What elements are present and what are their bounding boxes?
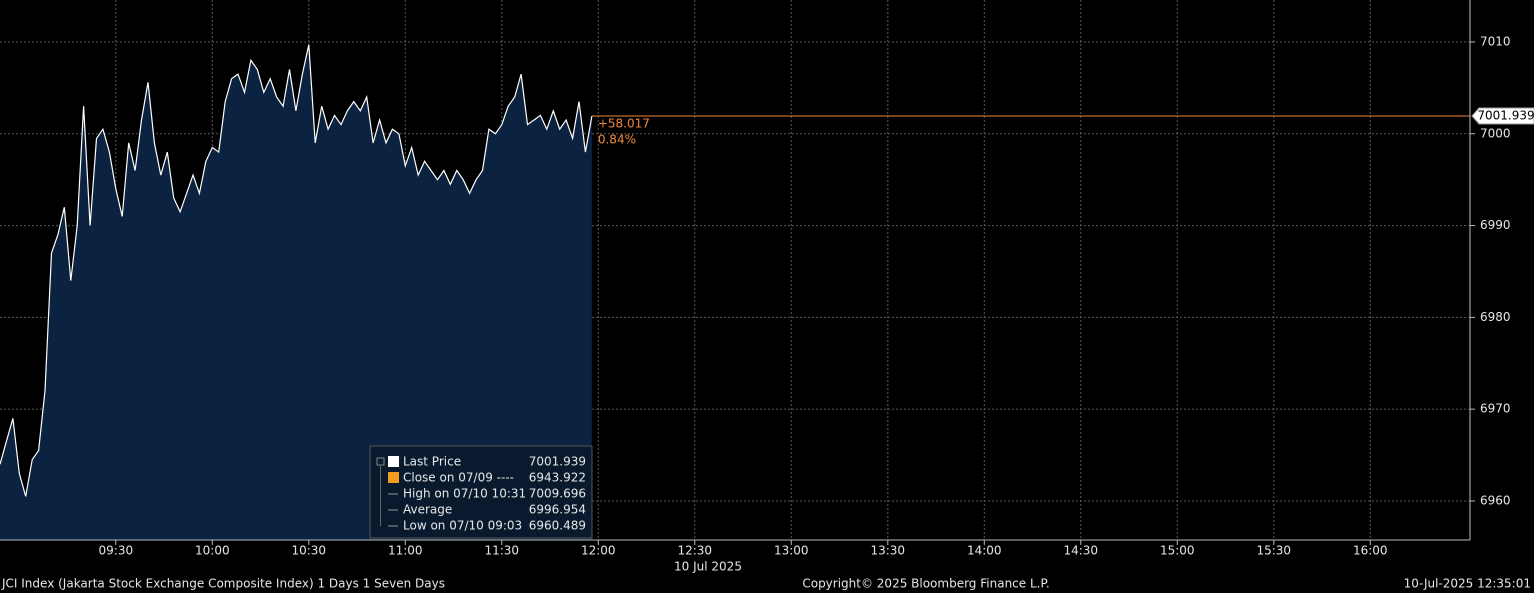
last-price-tag	[1471, 107, 1534, 125]
y-tick-label: 6970	[1480, 402, 1511, 416]
legend-label: Average	[403, 503, 452, 517]
line	[0, 44, 593, 497]
x-tick-label: 10:30	[291, 544, 326, 558]
legend-value: 7001.939	[529, 455, 586, 469]
x-tick-label: 11:30	[484, 544, 519, 558]
footer-right: 10-Jul-2025 12:35:01	[1404, 577, 1531, 591]
x-tick-label: 15:00	[1160, 544, 1195, 558]
legend-value: 6943.922	[529, 471, 586, 485]
legend-value: 6996.954	[529, 503, 586, 517]
legend-label: Low on 07/10 09:03	[403, 519, 522, 533]
y-tick-label: 6960	[1480, 493, 1511, 507]
footer-center: Copyright© 2025 Bloomberg Finance L.P.	[802, 577, 1049, 591]
x-tick-label: 12:00	[581, 544, 616, 558]
plot	[0, 44, 1470, 540]
x-tick-label: 10:00	[195, 544, 230, 558]
legend-value: 7009.696	[529, 487, 586, 501]
x-tick-label: 16:00	[1353, 544, 1388, 558]
last-price-label: 7001.939	[1477, 108, 1534, 122]
legend-label: Close on 07/09 ----	[403, 471, 514, 485]
x-tick-label: 14:00	[967, 544, 1002, 558]
x-tick-label: 13:30	[870, 544, 905, 558]
legend-box	[369, 445, 593, 539]
x-tick-label: 09:30	[99, 544, 134, 558]
x-tick-label: 11:00	[388, 544, 423, 558]
legend-label: High on 07/10 10:31	[403, 487, 526, 501]
x-tick-label: 12:30	[677, 544, 712, 558]
x-tick-label: 14:30	[1063, 544, 1098, 558]
legend-value: 6960.489	[529, 519, 586, 533]
legend-toggle	[376, 457, 385, 466]
change-label: +58.017	[598, 116, 650, 130]
legend-label: Last Price	[403, 455, 461, 469]
change-pct-label: 0.84%	[598, 132, 636, 146]
footer-left: JCI Index (Jakarta Stock Exchange Compos…	[1, 577, 445, 591]
area	[0, 44, 592, 540]
x-tick-label: 13:00	[774, 544, 809, 558]
y-tick-label: 7000	[1480, 126, 1511, 140]
date-label: 10 Jul 2025	[674, 560, 742, 574]
legend-swatch	[388, 472, 399, 483]
x-tick-label: 15:30	[1256, 544, 1291, 558]
legend-swatch	[388, 456, 399, 467]
y-tick-label: 6980	[1480, 310, 1511, 324]
y-tick-label: 7010	[1480, 34, 1511, 48]
y-tick-label: 6990	[1480, 218, 1511, 232]
legend: Last Price 7001.939 Close on 07/09 ---- 694…	[369, 445, 593, 539]
